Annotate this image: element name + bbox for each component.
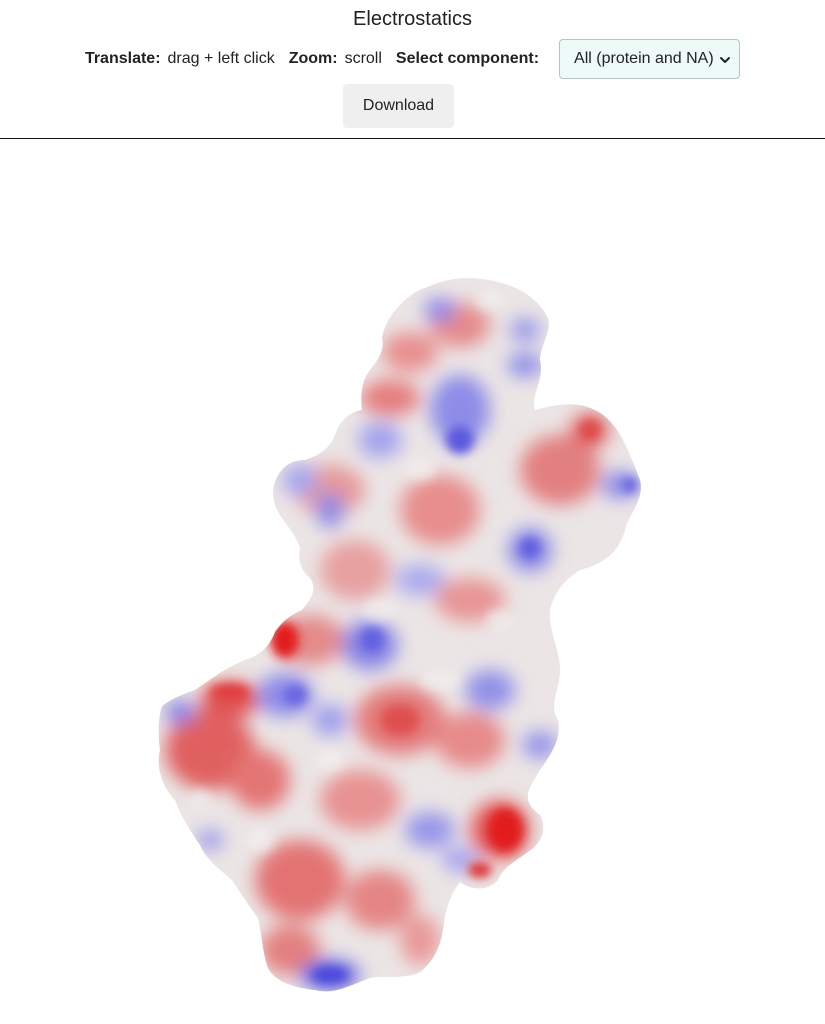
page-title: Electrostatics xyxy=(353,8,472,30)
translate-text: drag + left click xyxy=(167,50,275,67)
header: Electrostatics Translate: drag + left cl… xyxy=(0,0,825,139)
component-select[interactable]: All (protein and NA) xyxy=(559,39,741,79)
chevron-down-icon xyxy=(719,53,731,65)
zoom-text: scroll xyxy=(344,50,382,67)
controls-bar: Translate: drag + left click Zoom: scrol… xyxy=(0,39,825,79)
select-component-label: Select component: xyxy=(395,50,540,67)
translate-label: Translate: xyxy=(84,50,161,67)
electrostatic-surface xyxy=(158,278,641,992)
download-button[interactable]: Download xyxy=(343,84,454,128)
header-divider xyxy=(0,138,825,139)
molecule-viewer[interactable] xyxy=(0,140,825,1024)
zoom-label: Zoom: xyxy=(288,50,338,67)
component-select-value: All (protein and NA) xyxy=(574,50,714,67)
